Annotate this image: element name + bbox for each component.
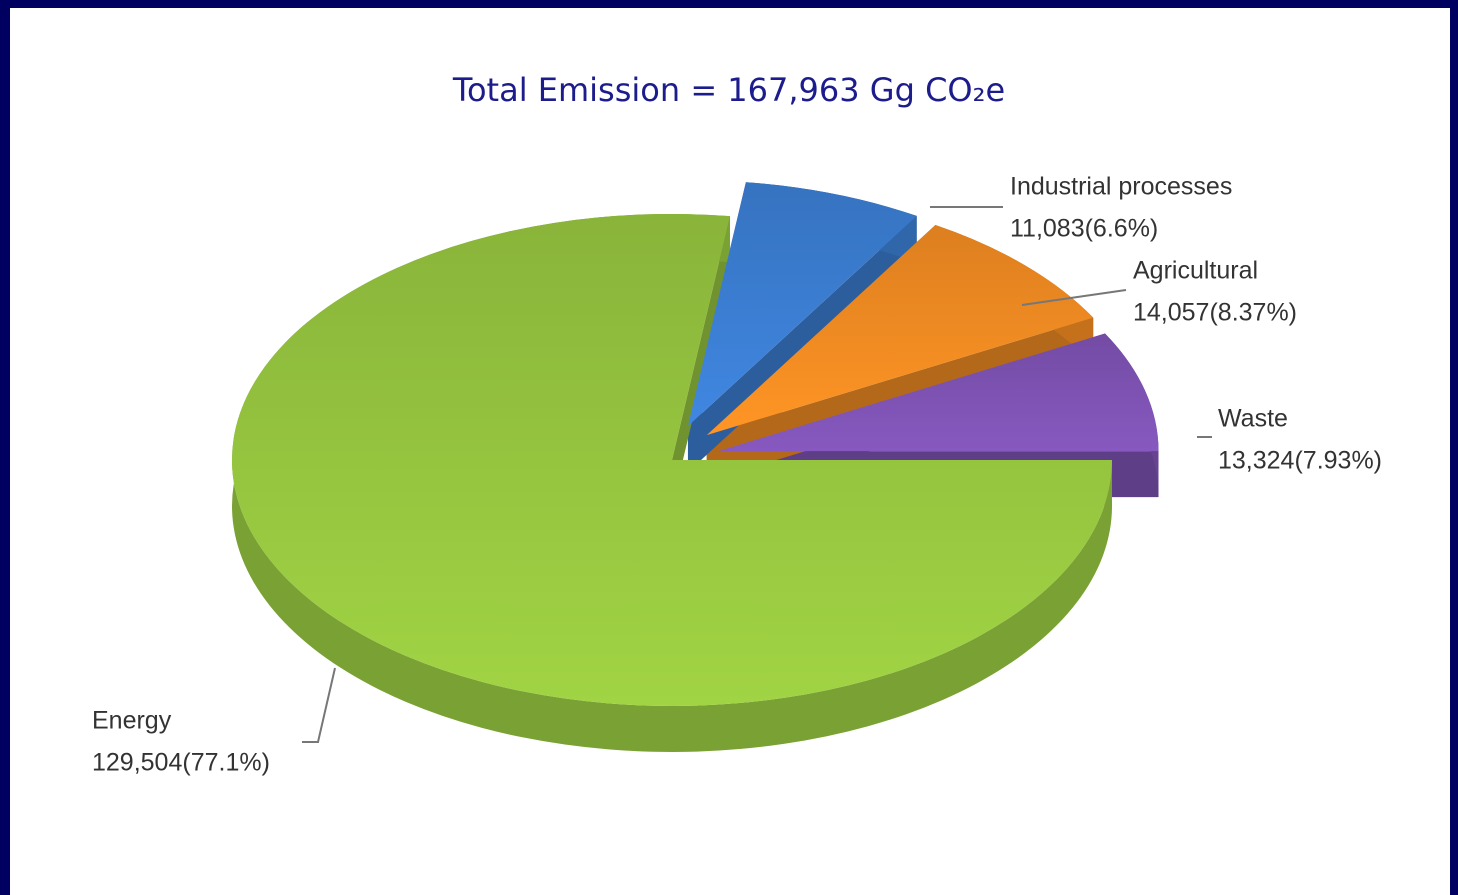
slice-cut-face bbox=[672, 216, 730, 506]
slice-label: Waste bbox=[1218, 405, 1288, 433]
chart-title: Total Emission = 167,963 Gg CO₂e bbox=[452, 71, 1005, 109]
slice-label: Industrial processes bbox=[1010, 173, 1232, 201]
slice bbox=[706, 225, 1094, 436]
slice-value-label: 11,083(6.6%) bbox=[1010, 215, 1158, 243]
slice-value-label: 14,057(8.37%) bbox=[1133, 299, 1297, 327]
slice bbox=[231, 213, 1112, 706]
slice bbox=[718, 333, 1159, 452]
slice-label: Agricultural bbox=[1133, 257, 1258, 285]
slice-value-label: 129,504(77.1%) bbox=[92, 749, 270, 777]
leader-line bbox=[1021, 289, 1127, 306]
slice-label: Energy bbox=[92, 707, 172, 735]
slice-value-label: 13,324(7.93%) bbox=[1218, 447, 1382, 475]
leader-line bbox=[302, 667, 336, 743]
slice bbox=[687, 182, 917, 427]
